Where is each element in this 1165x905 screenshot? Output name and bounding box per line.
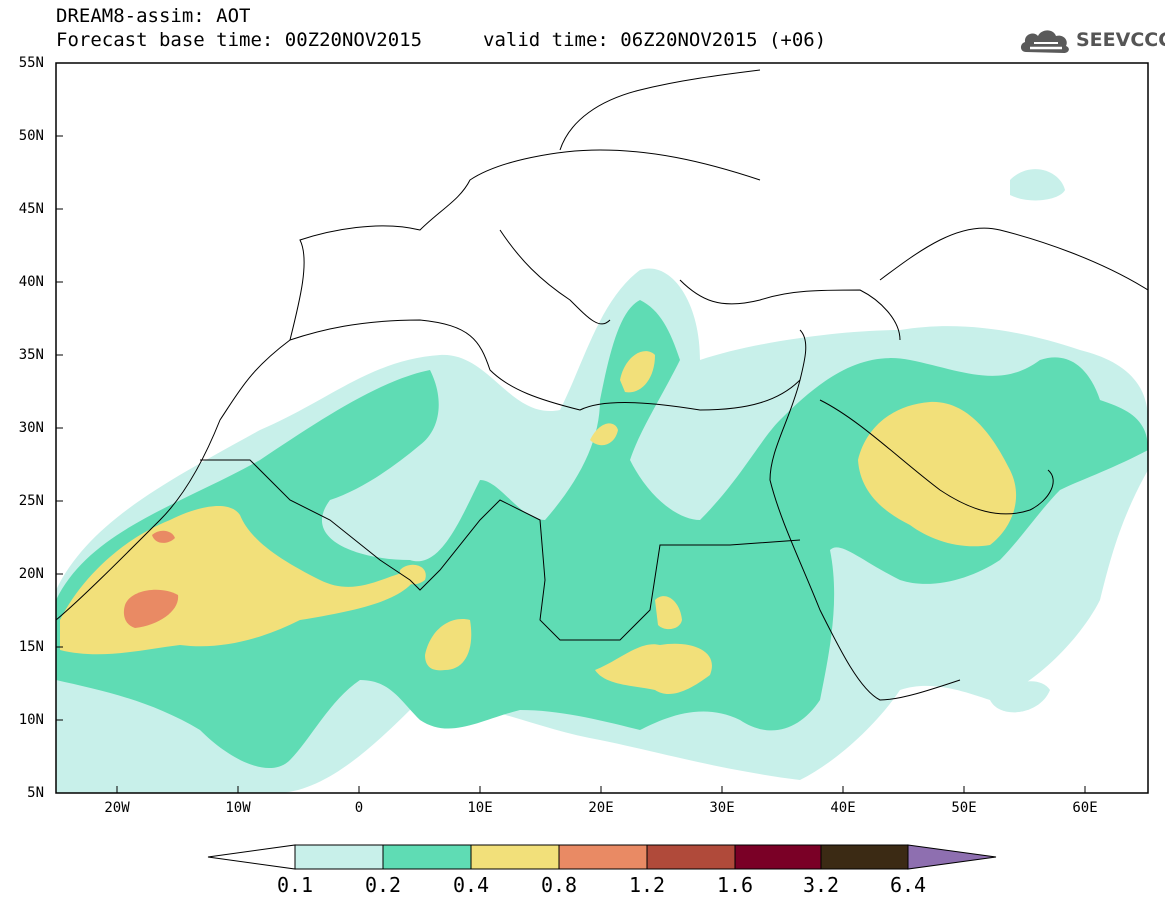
- colorbar-box-7: [820, 844, 909, 870]
- colorbar-label: 0.2: [364, 873, 402, 897]
- colorbar-low-arrow: [207, 844, 296, 870]
- aot-shading-very-high: [123, 530, 179, 628]
- colorbar-label: 3.2: [802, 873, 840, 897]
- lon-label: 50E: [951, 800, 977, 816]
- logo-text: SEEVCCC: [1076, 29, 1165, 51]
- colorbar-box-4: [558, 844, 648, 870]
- colorbar-label: 1.6: [716, 873, 754, 897]
- colorbar-box-3: [470, 844, 560, 870]
- seevccc-logo: SEEVCCC: [1018, 24, 1165, 58]
- coastlines: [56, 69, 1148, 701]
- colorbar-box-6: [734, 844, 822, 870]
- lon-label: 30E: [709, 800, 735, 816]
- map-title: DREAM8-assim: AOT: [56, 5, 251, 27]
- lon-label: 10E: [467, 800, 493, 816]
- lat-label: 45N: [18, 201, 44, 217]
- lat-label: 40N: [18, 274, 44, 290]
- cloud-icon: [1020, 30, 1069, 53]
- lat-label: 5N: [27, 785, 44, 801]
- lat-label: 55N: [18, 55, 44, 71]
- lon-label: 0: [354, 800, 364, 816]
- colorbar-label: 6.4: [889, 873, 927, 897]
- lat-label: 20N: [18, 566, 44, 582]
- lat-label: 50N: [18, 128, 44, 144]
- colorbar-label: 0.8: [540, 873, 578, 897]
- lon-label: 20E: [588, 800, 614, 816]
- colorbar-box-5: [646, 844, 736, 870]
- colorbar-high-arrow: [907, 844, 997, 870]
- colorbar: [207, 844, 997, 870]
- valid-time: valid time: 06Z20NOV2015 (+06): [483, 29, 827, 51]
- lon-label: 40E: [830, 800, 856, 816]
- colorbar-label: 0.4: [452, 873, 490, 897]
- lat-label: 35N: [18, 347, 44, 363]
- lon-label: 60E: [1072, 800, 1098, 816]
- aot-shading-medium: [56, 300, 1148, 769]
- lon-label: 10W: [225, 800, 251, 816]
- lat-label: 10N: [18, 712, 44, 728]
- colorbar-box-2: [382, 844, 472, 870]
- colorbar-label: 1.2: [628, 873, 666, 897]
- lat-label: 15N: [18, 639, 44, 655]
- forecast-base-time: Forecast base time: 00Z20NOV2015: [56, 29, 423, 51]
- colorbar-label: 0.1: [276, 873, 314, 897]
- lat-label: 30N: [18, 420, 44, 436]
- axis-ticks: [56, 62, 1086, 793]
- lon-label: 20W: [104, 800, 130, 816]
- lat-label: 25N: [18, 493, 44, 509]
- colorbar-box-1: [294, 844, 384, 870]
